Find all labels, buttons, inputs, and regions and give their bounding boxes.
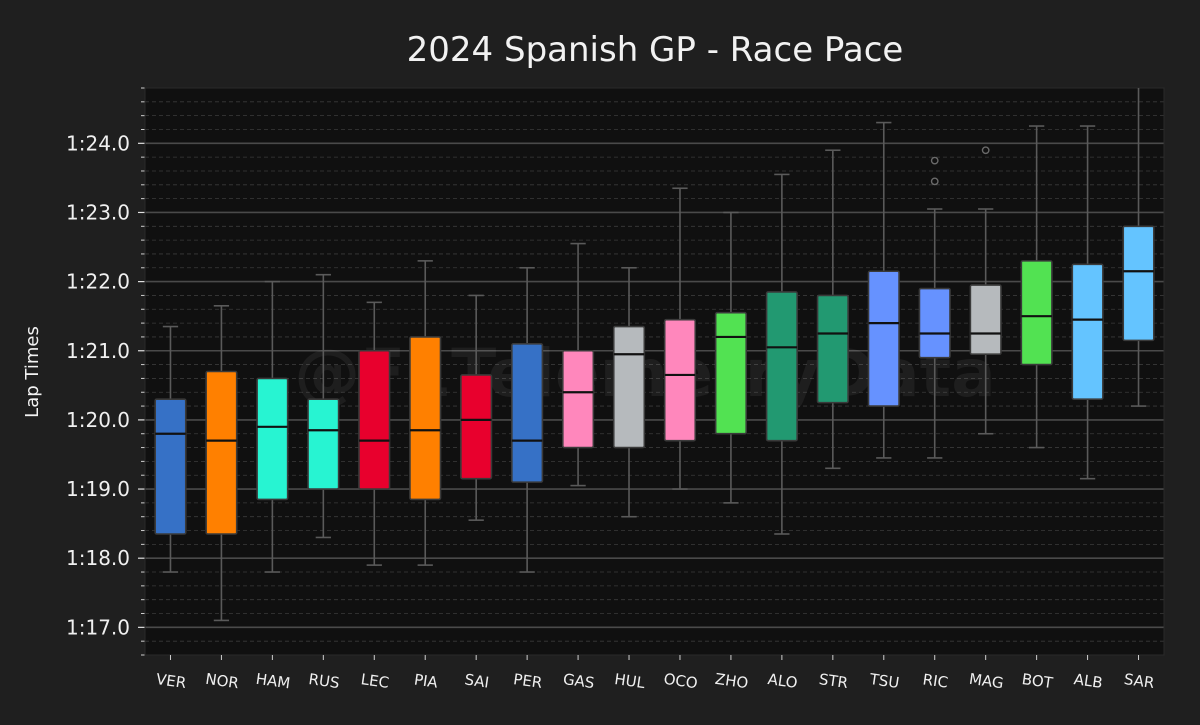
iqr-box <box>511 343 544 483</box>
iqr-box <box>358 349 391 490</box>
iqr-box <box>154 398 187 535</box>
chart-title: 2024 Spanish GP - Race Pace <box>407 30 904 70</box>
x-tick-label: ALO <box>767 670 799 692</box>
box-oco <box>663 187 697 490</box>
box-alb <box>1071 125 1104 480</box>
box-sar <box>1122 88 1155 407</box>
box-lec <box>358 301 391 566</box>
x-tick-label: VER <box>155 670 187 692</box>
outlier-point <box>930 156 939 165</box>
iqr-box <box>918 287 951 359</box>
y-tick-label: 1:22.0 <box>66 270 130 294</box>
x-tick-label: ALB <box>1073 670 1104 692</box>
x-tick-label: SAI <box>463 670 490 691</box>
iqr-box <box>256 377 289 501</box>
plot-area <box>145 88 1164 655</box>
x-tick-label: SAR <box>1123 670 1156 692</box>
iqr-box <box>561 349 595 449</box>
iqr-box <box>1122 225 1155 342</box>
y-axis-label: Lap Times <box>22 326 43 418</box>
x-tick-label: LEC <box>360 670 391 692</box>
iqr-box <box>663 318 697 442</box>
x-tick-label: OCO <box>663 670 699 693</box>
x-tick-label: ZHO <box>714 670 750 692</box>
x-tick-label: NOR <box>204 670 240 692</box>
x-tick-label: TSU <box>868 670 901 692</box>
box-ric <box>918 156 951 459</box>
box-ver <box>154 325 187 573</box>
y-tick-label: 1:24.0 <box>66 131 130 155</box>
x-tick-label: MAG <box>968 670 1005 693</box>
x-tick-label: RUS <box>307 670 340 692</box>
x-tick-label: RIC <box>922 670 950 691</box>
x-tick-label: PIA <box>413 670 440 691</box>
x-tick-label: GAS <box>562 670 596 692</box>
box-sai <box>460 294 493 521</box>
iqr-box <box>969 284 1002 356</box>
box-ham <box>256 280 289 573</box>
iqr-box <box>409 336 442 501</box>
plot-border <box>144 87 1165 656</box>
boxes <box>154 88 1155 622</box>
x-tick-label: PER <box>512 670 543 692</box>
y-tick-label: 1:20.0 <box>66 408 130 432</box>
y-tick-label: 1:23.0 <box>66 200 130 224</box>
iqr-box <box>612 325 646 449</box>
box-bot <box>1020 125 1053 449</box>
box-nor <box>205 305 238 622</box>
iqr-box <box>816 294 849 404</box>
box-mag <box>969 146 1002 435</box>
iqr-box <box>714 311 748 435</box>
x-tick-label: HAM <box>255 670 292 693</box>
y-tick-label: 1:18.0 <box>66 546 130 570</box>
box-pia <box>409 260 442 566</box>
x-tick-labels: VER NOR HAM RUS LEC PIA SAI PER GAS HUL OCO ZHO ALO S… <box>155 655 1156 692</box>
iqr-box <box>205 370 238 535</box>
outlier-point <box>981 146 990 155</box>
box-zho <box>714 211 748 504</box>
iqr-box <box>460 374 493 480</box>
box-rus <box>307 273 340 539</box>
iqr-box <box>307 398 340 490</box>
x-tick-label: HUL <box>613 670 646 692</box>
box-hul <box>612 266 646 518</box>
y-tick-label: 1:17.0 <box>66 615 130 639</box>
y-tick-labels: 1:17.0 1:18.0 1:19.0 1:20.0 1:21.0 1:22.0 1:23… <box>66 131 130 639</box>
y-tick-label: 1:19.0 <box>66 477 130 501</box>
box-alo <box>765 173 798 535</box>
iqr-box <box>1020 260 1053 366</box>
grid-lines <box>138 87 1165 656</box>
x-tick-label: BOT <box>1021 670 1055 692</box>
outlier-point <box>930 177 939 186</box>
iqr-box <box>765 291 798 442</box>
x-tick-label: STR <box>818 670 849 692</box>
box-str <box>816 149 849 470</box>
box-per <box>511 266 544 573</box>
iqr-box <box>1071 263 1104 400</box>
box-gas <box>561 242 595 487</box>
y-tick-label: 1:21.0 <box>66 339 130 363</box>
iqr-box <box>867 270 900 407</box>
box-tsu <box>867 121 900 459</box>
